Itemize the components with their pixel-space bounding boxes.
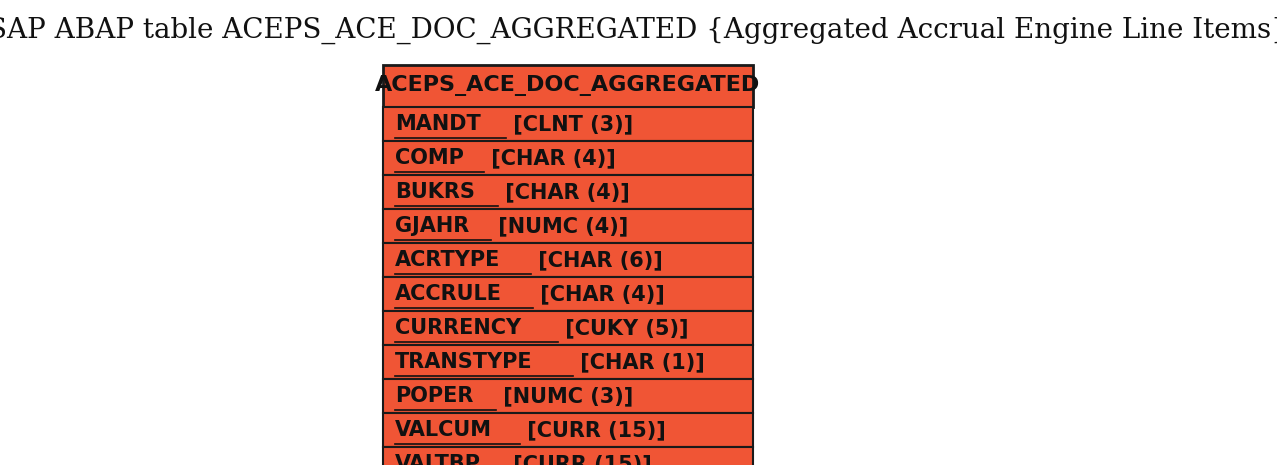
Bar — [383, 243, 753, 277]
Text: [CHAR (4)]: [CHAR (4)] — [533, 284, 665, 304]
Text: BUKRS: BUKRS — [395, 182, 475, 202]
Text: CURRENCY: CURRENCY — [395, 318, 521, 338]
Text: [CHAR (4)]: [CHAR (4)] — [498, 182, 630, 202]
Text: [CLNT (3)]: [CLNT (3)] — [506, 114, 633, 134]
Text: [CHAR (4)]: [CHAR (4)] — [484, 148, 616, 168]
Bar — [383, 345, 753, 379]
Bar — [383, 141, 753, 175]
Bar — [383, 277, 753, 311]
Text: [CUKY (5)]: [CUKY (5)] — [558, 318, 688, 338]
Bar — [383, 413, 753, 447]
Text: [NUMC (3)]: [NUMC (3)] — [497, 386, 633, 406]
Text: [CURR (15)]: [CURR (15)] — [520, 420, 665, 440]
Text: VALTBP: VALTBP — [395, 454, 481, 465]
Text: SAP ABAP table ACEPS_ACE_DOC_AGGREGATED {Aggregated Accrual Engine Line Items}: SAP ABAP table ACEPS_ACE_DOC_AGGREGATED … — [0, 16, 1277, 44]
Text: [CHAR (1)]: [CHAR (1)] — [572, 352, 705, 372]
Text: POPER: POPER — [395, 386, 474, 406]
Bar — [383, 65, 753, 107]
Text: MANDT: MANDT — [395, 114, 480, 134]
Bar — [383, 447, 753, 465]
Text: [CURR (15)]: [CURR (15)] — [506, 454, 651, 465]
Text: ACRTYPE: ACRTYPE — [395, 250, 501, 270]
Bar — [383, 209, 753, 243]
Bar — [383, 311, 753, 345]
Bar — [383, 107, 753, 141]
Text: COMP: COMP — [395, 148, 464, 168]
Text: [CHAR (6)]: [CHAR (6)] — [531, 250, 663, 270]
Text: VALCUM: VALCUM — [395, 420, 492, 440]
Bar — [383, 379, 753, 413]
Text: TRANSTYPE: TRANSTYPE — [395, 352, 533, 372]
Text: [NUMC (4)]: [NUMC (4)] — [490, 216, 628, 236]
Text: ACEPS_ACE_DOC_AGGREGATED: ACEPS_ACE_DOC_AGGREGATED — [375, 75, 761, 97]
Text: GJAHR: GJAHR — [395, 216, 469, 236]
Bar — [383, 175, 753, 209]
Text: ACCRULE: ACCRULE — [395, 284, 502, 304]
